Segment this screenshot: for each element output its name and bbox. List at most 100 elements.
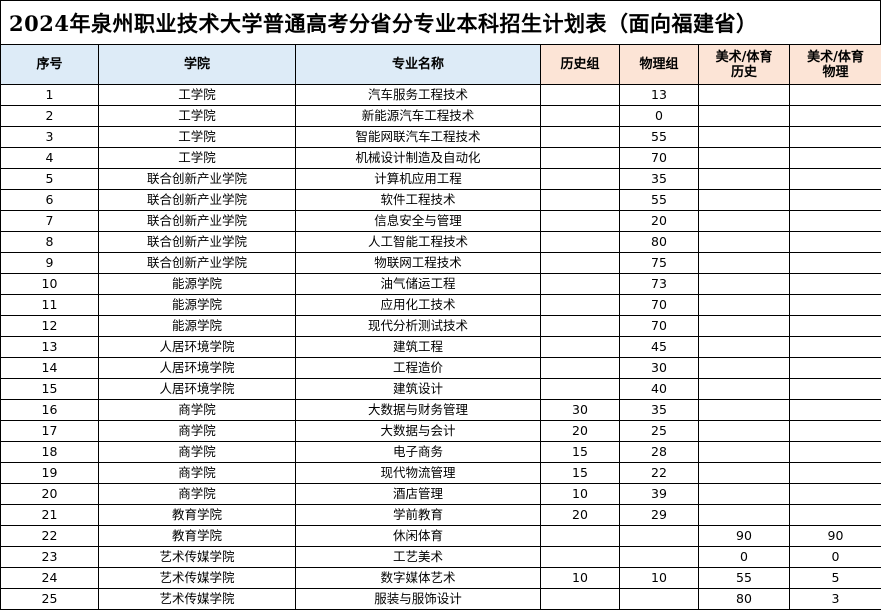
cell-col-art-physics <box>789 378 881 400</box>
table-row: 16 商学院 大数据与财务管理 30 35 <box>0 399 881 421</box>
cell-col-art-history <box>698 294 790 316</box>
cell-col-physics: 70 <box>619 315 699 337</box>
cell-col-art-physics <box>789 231 881 253</box>
cell-col-major: 汽车服务工程技术 <box>295 84 541 106</box>
cell-col-index: 5 <box>0 168 99 190</box>
cell-col-physics <box>619 588 699 610</box>
cell-col-physics: 30 <box>619 357 699 379</box>
cell-col-index: 25 <box>0 588 99 610</box>
header-col-physics: 物理组 <box>619 44 699 85</box>
cell-col-art-physics <box>789 252 881 274</box>
table-row: 10 能源学院 油气储运工程 73 <box>0 273 881 295</box>
cell-col-major: 大数据与财务管理 <box>295 399 541 421</box>
cell-col-art-history <box>698 441 790 463</box>
cell-col-art-history <box>698 210 790 232</box>
cell-col-art-physics <box>789 420 881 442</box>
cell-col-college: 商学院 <box>98 462 296 484</box>
cell-col-art-physics <box>789 189 881 211</box>
cell-col-history <box>540 273 620 295</box>
cell-col-art-physics: 90 <box>789 525 881 547</box>
cell-col-college: 人居环境学院 <box>98 357 296 379</box>
cell-col-major: 建筑工程 <box>295 336 541 358</box>
cell-col-physics: 75 <box>619 252 699 274</box>
cell-col-index: 18 <box>0 441 99 463</box>
cell-col-college: 能源学院 <box>98 315 296 337</box>
cell-col-history <box>540 588 620 610</box>
cell-col-art-physics <box>789 105 881 127</box>
cell-col-art-history <box>698 483 790 505</box>
cell-col-physics: 29 <box>619 504 699 526</box>
cell-col-history <box>540 357 620 379</box>
cell-col-major: 休闲体育 <box>295 525 541 547</box>
table-row: 14 人居环境学院 工程造价 30 <box>0 357 881 379</box>
cell-col-art-history <box>698 315 790 337</box>
cell-col-art-history <box>698 252 790 274</box>
cell-col-physics: 25 <box>619 420 699 442</box>
cell-col-index: 6 <box>0 189 99 211</box>
cell-col-major: 机械设计制造及自动化 <box>295 147 541 169</box>
cell-col-art-history <box>698 462 790 484</box>
cell-col-physics: 70 <box>619 147 699 169</box>
cell-col-college: 能源学院 <box>98 273 296 295</box>
header-col-index: 序号 <box>0 44 99 85</box>
cell-col-college: 工学院 <box>98 84 296 106</box>
cell-col-art-physics: 0 <box>789 546 881 568</box>
cell-col-index: 4 <box>0 147 99 169</box>
cell-col-college: 人居环境学院 <box>98 336 296 358</box>
cell-col-major: 酒店管理 <box>295 483 541 505</box>
cell-col-physics: 70 <box>619 294 699 316</box>
cell-col-history <box>540 84 620 106</box>
cell-col-art-physics <box>789 462 881 484</box>
cell-col-index: 19 <box>0 462 99 484</box>
cell-col-index: 8 <box>0 231 99 253</box>
cell-col-college: 艺术传媒学院 <box>98 588 296 610</box>
header-col-art-physics: 美术/体育 物理 <box>789 44 881 85</box>
cell-col-index: 22 <box>0 525 99 547</box>
cell-col-art-history: 0 <box>698 546 790 568</box>
cell-col-physics: 39 <box>619 483 699 505</box>
cell-col-art-history <box>698 273 790 295</box>
cell-col-history <box>540 210 620 232</box>
cell-col-physics: 0 <box>619 105 699 127</box>
cell-col-history <box>540 168 620 190</box>
cell-col-art-physics <box>789 294 881 316</box>
cell-col-major: 油气储运工程 <box>295 273 541 295</box>
table-row: 24 艺术传媒学院 数字媒体艺术 10 10 55 5 <box>0 567 881 589</box>
cell-col-history <box>540 546 620 568</box>
cell-col-physics <box>619 525 699 547</box>
cell-col-art-physics <box>789 483 881 505</box>
header-col-college: 学院 <box>98 44 296 85</box>
cell-col-college: 教育学院 <box>98 525 296 547</box>
table-row: 21 教育学院 学前教育 20 29 <box>0 504 881 526</box>
header-col-art-history: 美术/体育 历史 <box>698 44 790 85</box>
cell-col-art-history <box>698 84 790 106</box>
cell-col-index: 12 <box>0 315 99 337</box>
cell-col-index: 23 <box>0 546 99 568</box>
cell-col-art-history <box>698 168 790 190</box>
cell-col-art-history <box>698 336 790 358</box>
table-row: 9 联合创新产业学院 物联网工程技术 75 <box>0 252 881 274</box>
cell-col-major: 信息安全与管理 <box>295 210 541 232</box>
cell-col-history <box>540 105 620 127</box>
cell-col-major: 工艺美术 <box>295 546 541 568</box>
cell-col-college: 联合创新产业学院 <box>98 252 296 274</box>
cell-col-history <box>540 231 620 253</box>
cell-col-history: 20 <box>540 504 620 526</box>
cell-col-physics: 22 <box>619 462 699 484</box>
cell-col-major: 学前教育 <box>295 504 541 526</box>
cell-col-index: 20 <box>0 483 99 505</box>
cell-col-major: 物联网工程技术 <box>295 252 541 274</box>
header-row: 序号 学院 专业名称 历史组 物理组 美术/体育 历史 美术/体育 物理 <box>0 44 881 85</box>
cell-col-art-physics <box>789 147 881 169</box>
cell-col-college: 商学院 <box>98 483 296 505</box>
cell-col-history <box>540 294 620 316</box>
table-row: 6 联合创新产业学院 软件工程技术 55 <box>0 189 881 211</box>
cell-col-index: 7 <box>0 210 99 232</box>
cell-col-art-history <box>698 126 790 148</box>
cell-col-major: 应用化工技术 <box>295 294 541 316</box>
cell-col-index: 13 <box>0 336 99 358</box>
table-row: 2 工学院 新能源汽车工程技术 0 <box>0 105 881 127</box>
cell-col-art-physics <box>789 357 881 379</box>
cell-col-art-physics <box>789 399 881 421</box>
cell-col-physics: 73 <box>619 273 699 295</box>
